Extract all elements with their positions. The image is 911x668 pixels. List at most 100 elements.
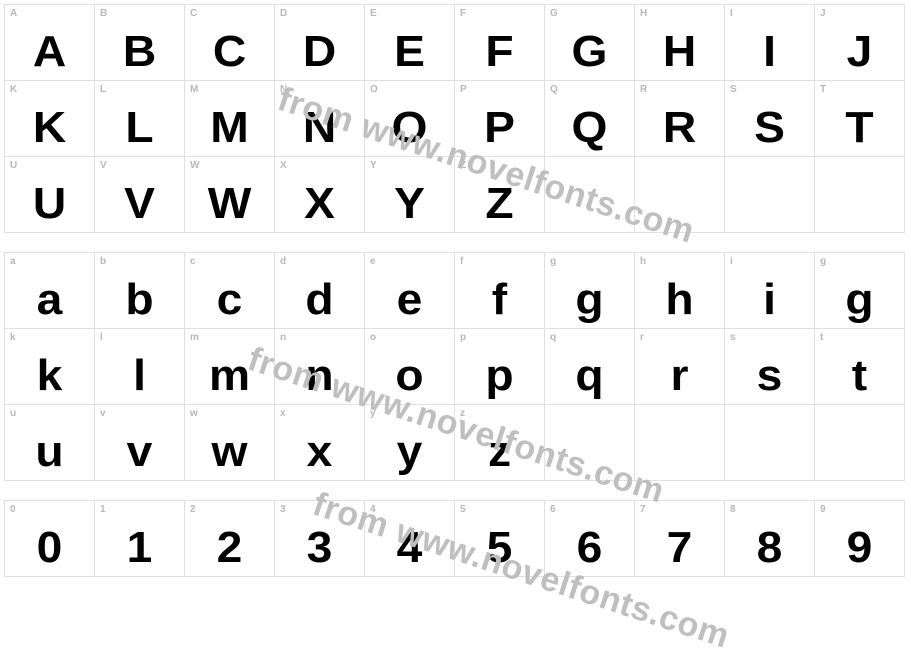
- glyph-cell-glyph: U: [3, 182, 96, 226]
- glyph-cell-label: U: [10, 160, 17, 171]
- glyph-cell-label: 2: [190, 504, 196, 515]
- glyph-cell-glyph: J: [813, 30, 906, 74]
- glyph-cell-label: 4: [370, 504, 376, 515]
- glyph-cell: 99: [815, 501, 905, 577]
- glyph-cell-glyph: R: [633, 106, 726, 150]
- glyph-cell: 11: [95, 501, 185, 577]
- glyph-cell-label: c: [190, 256, 196, 267]
- glyph-cell-glyph: G: [543, 30, 636, 74]
- glyph-cell-label: C: [190, 8, 197, 19]
- glyph-cell-label: X: [280, 160, 287, 171]
- glyph-cell-glyph: c: [183, 278, 276, 322]
- glyph-cell: JJ: [815, 5, 905, 81]
- glyph-cell-glyph: w: [183, 430, 276, 474]
- glyph-cell-empty: [725, 405, 815, 481]
- glyph-cell-label: 5: [460, 504, 466, 515]
- glyph-cell-label: R: [640, 84, 647, 95]
- glyph-cell-glyph: Q: [543, 106, 636, 150]
- glyph-cell-glyph: k: [3, 354, 96, 398]
- glyph-cell: AA: [5, 5, 95, 81]
- glyph-cell-label: f: [460, 256, 463, 267]
- glyph-cell-glyph: m: [183, 354, 276, 398]
- glyph-cell-glyph: o: [363, 354, 456, 398]
- glyph-cell-glyph: a: [3, 278, 96, 322]
- glyph-cell-label: K: [10, 84, 17, 95]
- glyph-cell: yy: [365, 405, 455, 481]
- glyph-cell: 77: [635, 501, 725, 577]
- glyph-cell-glyph: S: [723, 106, 816, 150]
- glyph-cell-label: I: [730, 8, 733, 19]
- glyph-cell-glyph: 7: [633, 526, 726, 570]
- glyph-cell-glyph: X: [273, 182, 366, 226]
- glyph-cell-label: Z: [460, 160, 466, 171]
- glyph-cell-glyph: W: [183, 182, 276, 226]
- glyph-cell-glyph: h: [633, 278, 726, 322]
- glyph-cell: gg: [545, 253, 635, 329]
- glyph-cell: bb: [95, 253, 185, 329]
- glyph-cell: dd: [275, 253, 365, 329]
- glyph-cell: YY: [365, 157, 455, 233]
- glyph-cell: LL: [95, 81, 185, 157]
- glyph-cell: ss: [725, 329, 815, 405]
- glyph-cell-label: r: [640, 332, 644, 343]
- glyph-cell: xx: [275, 405, 365, 481]
- glyph-cell-label: 0: [10, 504, 16, 515]
- glyph-block-2: 00112233445566778899: [4, 500, 905, 577]
- glyph-cell-empty: [545, 157, 635, 233]
- glyph-cell: 88: [725, 501, 815, 577]
- glyph-cell-glyph: 0: [3, 526, 96, 570]
- glyph-cell-label: A: [10, 8, 17, 19]
- glyph-cell: WW: [185, 157, 275, 233]
- glyph-grid: aabbccddeeffgghhiiggkkllmmnnooppqqrrsstt…: [4, 252, 905, 481]
- glyph-cell-glyph: n: [273, 354, 366, 398]
- glyph-cell: gg: [815, 253, 905, 329]
- glyph-cell-label: D: [280, 8, 287, 19]
- glyph-cell-label: a: [10, 256, 16, 267]
- glyph-cell: ZZ: [455, 157, 545, 233]
- glyph-cell-label: V: [100, 160, 107, 171]
- glyph-cell-glyph: l: [93, 354, 186, 398]
- glyph-grid: AABBCCDDEEFFGGHHIIJJKKLLMMNNOOPPQQRRSSTT…: [4, 4, 905, 233]
- glyph-cell-empty: [635, 405, 725, 481]
- glyph-cell-glyph: L: [93, 106, 186, 150]
- glyph-cell-glyph: Z: [453, 182, 546, 226]
- glyph-cell: FF: [455, 5, 545, 81]
- glyph-cell: HH: [635, 5, 725, 81]
- glyph-cell-glyph: d: [273, 278, 366, 322]
- glyph-cell-glyph: 8: [723, 526, 816, 570]
- glyph-cell-glyph: 2: [183, 526, 276, 570]
- glyph-cell: 33: [275, 501, 365, 577]
- glyph-cell: GG: [545, 5, 635, 81]
- glyph-cell-glyph: 3: [273, 526, 366, 570]
- glyph-cell-glyph: 4: [363, 526, 456, 570]
- glyph-cell: ff: [455, 253, 545, 329]
- glyph-cell-glyph: z: [453, 430, 546, 474]
- glyph-cell-label: M: [190, 84, 198, 95]
- glyph-cell-label: h: [640, 256, 646, 267]
- glyph-cell: ll: [95, 329, 185, 405]
- glyph-cell: OO: [365, 81, 455, 157]
- glyph-cell: ee: [365, 253, 455, 329]
- glyph-cell-glyph: E: [363, 30, 456, 74]
- glyph-cell-label: v: [100, 408, 106, 419]
- glyph-cell: PP: [455, 81, 545, 157]
- glyph-cell: BB: [95, 5, 185, 81]
- glyph-cell: QQ: [545, 81, 635, 157]
- glyph-cell: aa: [5, 253, 95, 329]
- glyph-cell-label: y: [370, 408, 376, 419]
- glyph-cell: tt: [815, 329, 905, 405]
- glyph-cell: qq: [545, 329, 635, 405]
- glyph-block-0: AABBCCDDEEFFGGHHIIJJKKLLMMNNOOPPQQRRSSTT…: [4, 4, 905, 233]
- glyph-cell: UU: [5, 157, 95, 233]
- glyph-cell-label: B: [100, 8, 107, 19]
- glyph-cell-glyph: P: [453, 106, 546, 150]
- glyph-cell-label: g: [550, 256, 556, 267]
- glyph-cell-label: Y: [370, 160, 377, 171]
- glyph-cell: RR: [635, 81, 725, 157]
- glyph-cell-glyph: r: [633, 354, 726, 398]
- glyph-cell-glyph: K: [3, 106, 96, 150]
- glyph-cell: hh: [635, 253, 725, 329]
- glyph-cell: ii: [725, 253, 815, 329]
- glyph-cell-glyph: A: [3, 30, 96, 74]
- glyph-cell-glyph: D: [273, 30, 366, 74]
